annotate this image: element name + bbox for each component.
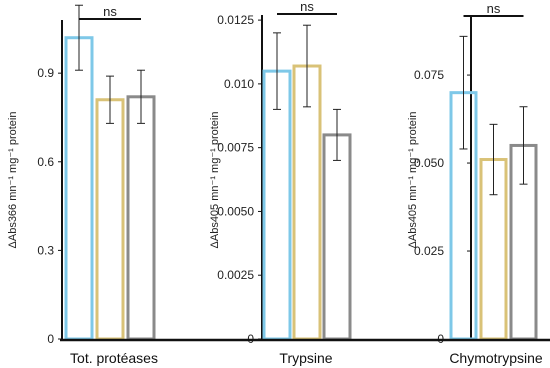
- trypsine-y-tick-label: 0.0075: [217, 141, 254, 155]
- trypsine-x-axis-label: Trypsine: [279, 350, 332, 366]
- chymotrypsine-significance-label: ns: [487, 1, 501, 16]
- trypsine-y-tick-label: 0.010: [224, 77, 254, 91]
- trypsine-significance-label: ns: [300, 0, 314, 14]
- total-proteases-bar: [95, 98, 125, 341]
- total-proteases-bar: [64, 36, 94, 341]
- trypsine-y-tick-label: 0.0125: [217, 13, 254, 27]
- total-proteases-y-tick-label: 0.9: [37, 66, 54, 80]
- chymotrypsine-y-tick-label: 0.075: [414, 68, 444, 82]
- trypsine-y-tick-label: 0.0025: [217, 268, 254, 282]
- chymotrypsine-y-axis-label: ΔAbs405 mn⁻¹ mg⁻¹ protein: [407, 112, 419, 249]
- chymotrypsine-y-tick-label: 0.025: [414, 244, 444, 258]
- total-proteases-y-tick-label: 0: [47, 332, 54, 346]
- trypsine-bar: [322, 133, 352, 341]
- total-proteases-significance-label: ns: [103, 4, 117, 19]
- total-proteases-y-axis-label: ΔAbs366 mn⁻¹ mg⁻¹ protein: [7, 112, 19, 249]
- chymotrypsine-y-tick-label: 0.050: [414, 156, 444, 170]
- trypsine-y-axis-label: ΔAbs405 mn⁻¹ mg⁻¹ protein: [209, 112, 221, 249]
- chymotrypsine-x-axis-label: Chymotrypsine: [449, 350, 543, 366]
- total-proteases-y-tick-label: 0.6: [37, 155, 54, 169]
- total-proteases-y-tick-label: 0.3: [37, 243, 54, 257]
- total-proteases-bar: [126, 95, 156, 341]
- trypsine-y-tick-label: 0.0050: [217, 204, 254, 218]
- total-proteases-x-axis-label: Tot. protéases: [70, 350, 158, 366]
- trypsine-bar: [262, 69, 292, 341]
